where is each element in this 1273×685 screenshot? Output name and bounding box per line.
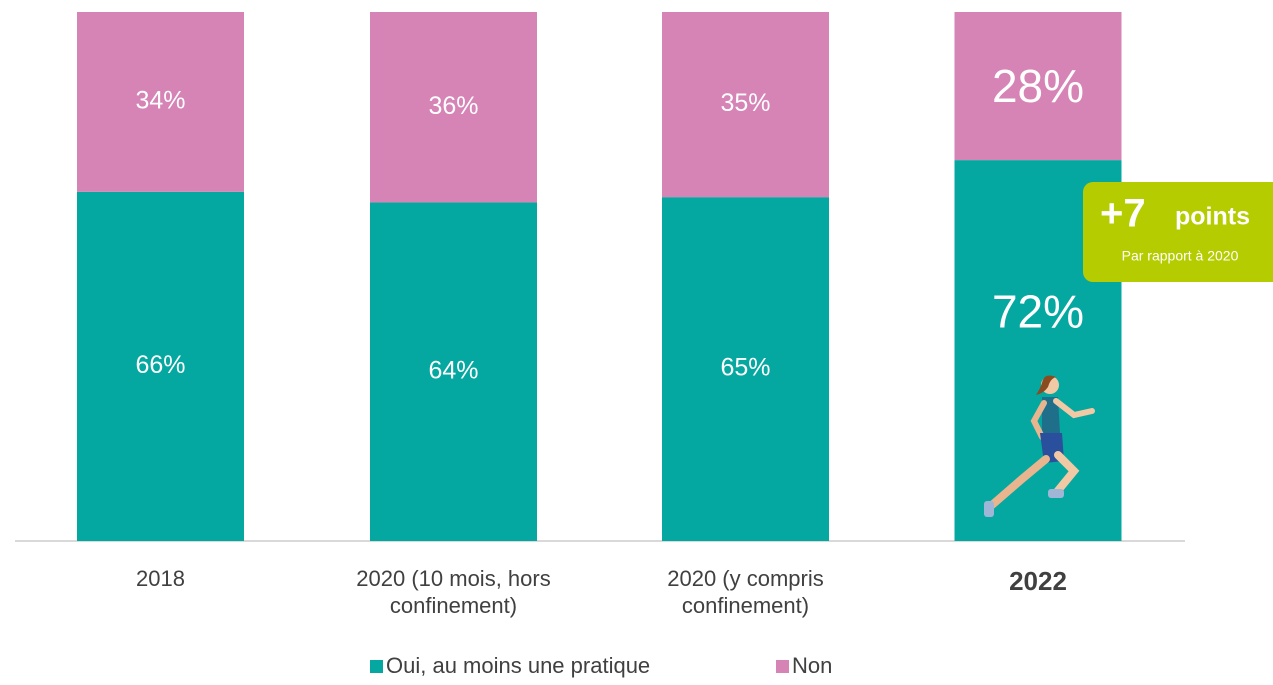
annotation-note: Par rapport à 2020 [1122, 248, 1239, 264]
runner-arm2 [1030, 400, 1047, 440]
runner-hair [1036, 375, 1056, 395]
annotation-value: +7 [1100, 192, 1146, 236]
x-tick-label: 2022 [1009, 566, 1067, 596]
runner-shoe [1048, 489, 1064, 498]
value-label: 35% [720, 89, 770, 117]
x-tick-label: 2020 (10 mois, hors confinement) [356, 566, 551, 618]
runner-leg [1052, 451, 1080, 497]
bar-segment [662, 197, 829, 541]
legend-label: Non [792, 653, 832, 678]
bar-segment [954, 12, 1122, 161]
value-label: 28% [992, 60, 1084, 112]
annotation-box [1083, 182, 1273, 282]
runner-shoe2 [984, 501, 994, 517]
bar-segment [77, 12, 244, 192]
legend-label: Oui, au moins une pratique [386, 653, 650, 678]
legend-swatch [776, 660, 789, 673]
x-tick-label: 2018 [136, 566, 185, 591]
value-label: 65% [720, 354, 770, 382]
bar-segment [77, 191, 244, 542]
runner-torso [1042, 397, 1060, 435]
value-label: 64% [428, 356, 478, 384]
bar-segment [370, 202, 537, 541]
bar-segment [370, 12, 537, 203]
runner-arm [1053, 398, 1095, 419]
value-label: 36% [428, 92, 478, 120]
x-tick-label: 2020 (y compris confinement) [667, 566, 824, 618]
bar-segment [662, 12, 829, 198]
value-label: 72% [992, 286, 1084, 338]
annotation-unit: points [1175, 203, 1250, 231]
value-label: 66% [135, 351, 185, 379]
runner-icon [984, 375, 1095, 517]
value-label: 34% [135, 87, 185, 115]
runner-leg2 [988, 455, 1050, 509]
legend-swatch [370, 660, 383, 673]
